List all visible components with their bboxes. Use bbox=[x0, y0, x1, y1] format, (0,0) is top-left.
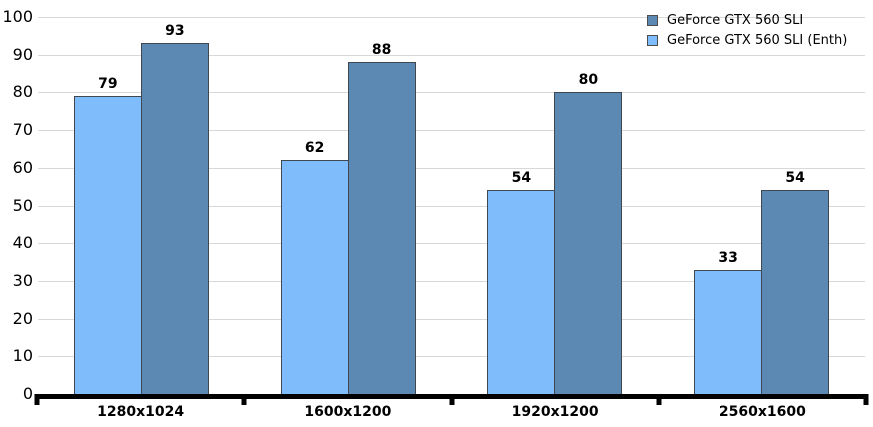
bar-groups: 79 93 62 88 54 80 33 54 bbox=[38, 17, 865, 394]
y-axis-tick-label: 50 bbox=[12, 195, 33, 215]
y-axis-tick-label: 30 bbox=[12, 270, 33, 290]
gridline bbox=[38, 356, 865, 358]
bar: 33 bbox=[694, 250, 763, 394]
bar-value-label: 80 bbox=[578, 72, 599, 89]
bar: 54 bbox=[487, 170, 556, 394]
y-axis-tick-label: 70 bbox=[12, 120, 33, 140]
bar-value-label: 62 bbox=[304, 140, 325, 157]
legend-item: GeForce GTX 560 SLI bbox=[647, 12, 847, 28]
bar: 88 bbox=[347, 42, 416, 394]
bar-group: 79 93 bbox=[38, 17, 245, 394]
x-axis-tick bbox=[863, 394, 869, 405]
y-axis-tick-label: 60 bbox=[12, 157, 33, 177]
bar-value-label: 54 bbox=[785, 170, 805, 187]
y-axis-tick-label: 40 bbox=[12, 233, 33, 253]
y-axis: 0 10 20 30 40 50 60 70 80 90 100 bbox=[0, 0, 33, 427]
x-axis-category-label: 1920x1200 bbox=[511, 404, 599, 420]
bar-value-label: 79 bbox=[98, 76, 118, 93]
x-axis-category-label: 1280x1024 bbox=[97, 404, 185, 420]
x-axis-category-label: 2560x1600 bbox=[718, 404, 806, 420]
legend-label: GeForce GTX 560 SLI (Enth) bbox=[667, 32, 848, 48]
x-axis bbox=[34, 394, 869, 406]
gridline bbox=[38, 167, 865, 169]
y-axis-tick-label: 10 bbox=[12, 346, 33, 366]
gridline bbox=[38, 17, 865, 18]
gridline bbox=[38, 318, 865, 320]
y-axis-tick-label: 90 bbox=[12, 44, 33, 64]
bar-group: 62 88 bbox=[245, 17, 452, 394]
y-axis-tick-label: 0 bbox=[22, 384, 33, 403]
x-axis-category-label: 1600x1200 bbox=[304, 404, 392, 420]
bar-group: 33 54 bbox=[658, 17, 865, 394]
plot-area: 79 93 62 88 54 80 33 54 bbox=[38, 17, 865, 394]
bar-value-label: 54 bbox=[511, 170, 532, 187]
gridline bbox=[38, 54, 865, 56]
bar: 54 bbox=[761, 170, 830, 394]
bar: 93 bbox=[140, 23, 209, 394]
y-axis-tick-label: 80 bbox=[12, 82, 33, 102]
bar-value-label: 33 bbox=[718, 249, 738, 266]
x-axis-tick bbox=[656, 394, 662, 405]
bar-value-label: 93 bbox=[165, 23, 185, 40]
gridline bbox=[38, 205, 865, 207]
gridline bbox=[38, 130, 865, 132]
gridline bbox=[38, 243, 865, 245]
x-axis-tick bbox=[34, 394, 40, 405]
y-axis-tick-label: 20 bbox=[12, 308, 33, 328]
legend-swatch-gtx560-sli-enth bbox=[647, 34, 658, 46]
bar: 62 bbox=[280, 140, 349, 394]
x-axis-tick bbox=[241, 394, 247, 405]
legend-item: GeForce GTX 560 SLI (Enth) bbox=[647, 32, 848, 48]
legend: GeForce GTX 560 SLI GeForce GTX 560 SLI … bbox=[647, 13, 847, 53]
legend-swatch-gtx560-sli bbox=[647, 14, 658, 26]
gridlines bbox=[38, 17, 865, 394]
legend-label: GeForce GTX 560 SLI bbox=[667, 12, 804, 28]
gridline bbox=[38, 280, 865, 282]
bar-group: 54 80 bbox=[452, 17, 659, 394]
x-axis-labels: 1280x1024 1600x1200 1920x1200 2560x1600 bbox=[37, 404, 866, 420]
bar: 80 bbox=[554, 72, 623, 394]
gridline bbox=[38, 92, 865, 94]
x-axis-tick bbox=[449, 394, 454, 405]
bar: 79 bbox=[73, 76, 142, 394]
bar-value-label: 88 bbox=[371, 42, 392, 59]
y-axis-tick-label: 100 bbox=[2, 7, 33, 26]
